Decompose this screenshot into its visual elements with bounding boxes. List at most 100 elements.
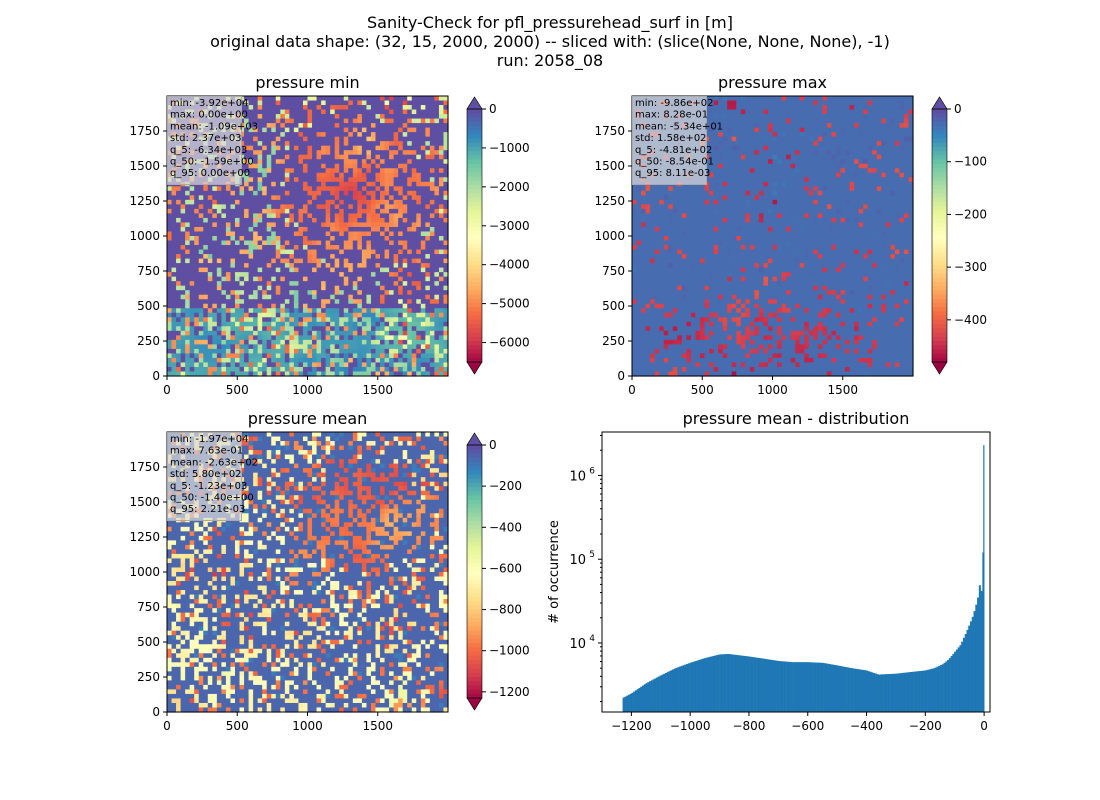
heatmap-cell xyxy=(361,213,368,219)
heatmap-cell xyxy=(176,357,182,364)
heatmap-cell xyxy=(298,163,304,169)
heatmap-cell xyxy=(429,127,435,133)
heatmap-cell xyxy=(835,114,842,120)
heatmap-cell xyxy=(402,163,408,169)
heatmap-cell xyxy=(777,109,783,115)
heatmap-cell xyxy=(225,335,232,341)
heatmap-cell xyxy=(420,317,426,323)
heatmap-cell xyxy=(266,281,272,287)
heatmap-cell xyxy=(244,303,250,309)
heatmap-cell xyxy=(275,303,281,309)
heatmap-cell xyxy=(370,105,377,111)
heatmap-cell xyxy=(817,109,823,115)
heatmap-cell xyxy=(375,335,381,341)
heatmap-cell xyxy=(253,208,259,215)
heatmap-cell xyxy=(416,154,422,160)
heatmap-cell xyxy=(704,168,710,174)
heatmap-cell xyxy=(298,276,304,282)
heatmap-cell xyxy=(370,303,377,309)
heatmap-cell xyxy=(903,150,910,156)
heatmap-cell xyxy=(745,109,751,115)
heatmap-cell xyxy=(230,339,236,345)
heatmap-cell xyxy=(370,217,377,224)
heatmap-cell xyxy=(777,96,783,102)
heatmap-cell xyxy=(767,123,774,129)
heatmap-cell xyxy=(420,371,426,377)
heatmap-cell xyxy=(293,213,300,219)
heatmap-cell xyxy=(361,263,368,269)
heatmap-cell xyxy=(216,285,222,291)
heatmap-cell xyxy=(302,240,309,246)
heatmap-cell xyxy=(212,236,218,242)
heatmap-cell xyxy=(221,226,227,233)
heatmap-cell xyxy=(284,168,290,174)
heatmap-cell xyxy=(831,145,837,151)
heatmap-cell xyxy=(271,217,277,224)
heatmap-cell xyxy=(407,195,413,201)
heatmap-cell xyxy=(357,96,363,102)
heatmap-cell xyxy=(230,303,236,309)
heatmap-cell xyxy=(212,326,218,332)
heatmap-cell xyxy=(325,312,331,318)
heatmap-cell xyxy=(221,312,227,318)
heatmap-cell xyxy=(438,276,445,282)
heatmap-cell xyxy=(384,168,390,174)
heatmap-cell xyxy=(370,208,377,215)
heatmap-cell xyxy=(266,321,272,327)
heatmap-cell xyxy=(189,236,195,242)
heatmap-cell xyxy=(731,159,737,165)
heatmap-cell xyxy=(289,339,295,345)
suptitle-line-2: original data shape: (32, 15, 2000, 2000… xyxy=(210,32,890,51)
heatmap-cell xyxy=(867,163,873,169)
heatmap-cell xyxy=(289,222,295,228)
heatmap-cell xyxy=(244,190,250,196)
heatmap-cell xyxy=(872,105,878,111)
heatmap-cell xyxy=(275,231,281,237)
heatmap-cell xyxy=(266,326,272,332)
heatmap-cell xyxy=(321,177,327,183)
heatmap-cell xyxy=(316,353,322,359)
heatmap-cell xyxy=(786,168,792,174)
heatmap-cell xyxy=(389,177,395,183)
heatmap-cell xyxy=(727,96,733,102)
heatmap-cell xyxy=(845,145,851,151)
heatmap-cell xyxy=(266,245,272,251)
heatmap-cell xyxy=(357,226,363,233)
heatmap-cell xyxy=(429,321,435,327)
heatmap-cell xyxy=(230,326,236,332)
heatmap-cell xyxy=(339,371,345,377)
heatmap-cell xyxy=(420,290,426,296)
heatmap-cell xyxy=(781,96,787,102)
heatmap-cell xyxy=(420,348,426,355)
heatmap-cell xyxy=(298,208,304,215)
heatmap-cell xyxy=(416,159,422,165)
heatmap-cell xyxy=(339,132,345,138)
heatmap-cell xyxy=(171,208,177,215)
heatmap-cell xyxy=(262,371,268,377)
heatmap-cell xyxy=(411,326,417,332)
heatmap-cell xyxy=(298,145,304,151)
heatmap-cell xyxy=(352,109,358,115)
heatmap-cell xyxy=(438,141,445,147)
heatmap-cell xyxy=(366,353,372,359)
heatmap-cell xyxy=(393,222,399,228)
heatmap-cell xyxy=(366,154,372,160)
heatmap-cell xyxy=(234,353,241,359)
heatmap-cell xyxy=(316,348,322,355)
heatmap-cell xyxy=(302,357,309,364)
heatmap-cell xyxy=(284,208,290,215)
heatmap-cell xyxy=(348,231,354,237)
heatmap-cell xyxy=(257,150,263,156)
heatmap-cell xyxy=(298,240,304,246)
heatmap-cell xyxy=(248,272,254,278)
heatmap-cell xyxy=(361,177,368,183)
heatmap-cell xyxy=(407,366,413,373)
heatmap-cell xyxy=(248,231,254,237)
heatmap-cell xyxy=(271,236,277,242)
heatmap-cell xyxy=(885,105,891,111)
heatmap-cell xyxy=(438,258,445,264)
heatmap-cell xyxy=(185,353,191,359)
heatmap-cell xyxy=(289,290,295,296)
heatmap-cell xyxy=(389,348,395,355)
heatmap-cell xyxy=(826,105,833,111)
